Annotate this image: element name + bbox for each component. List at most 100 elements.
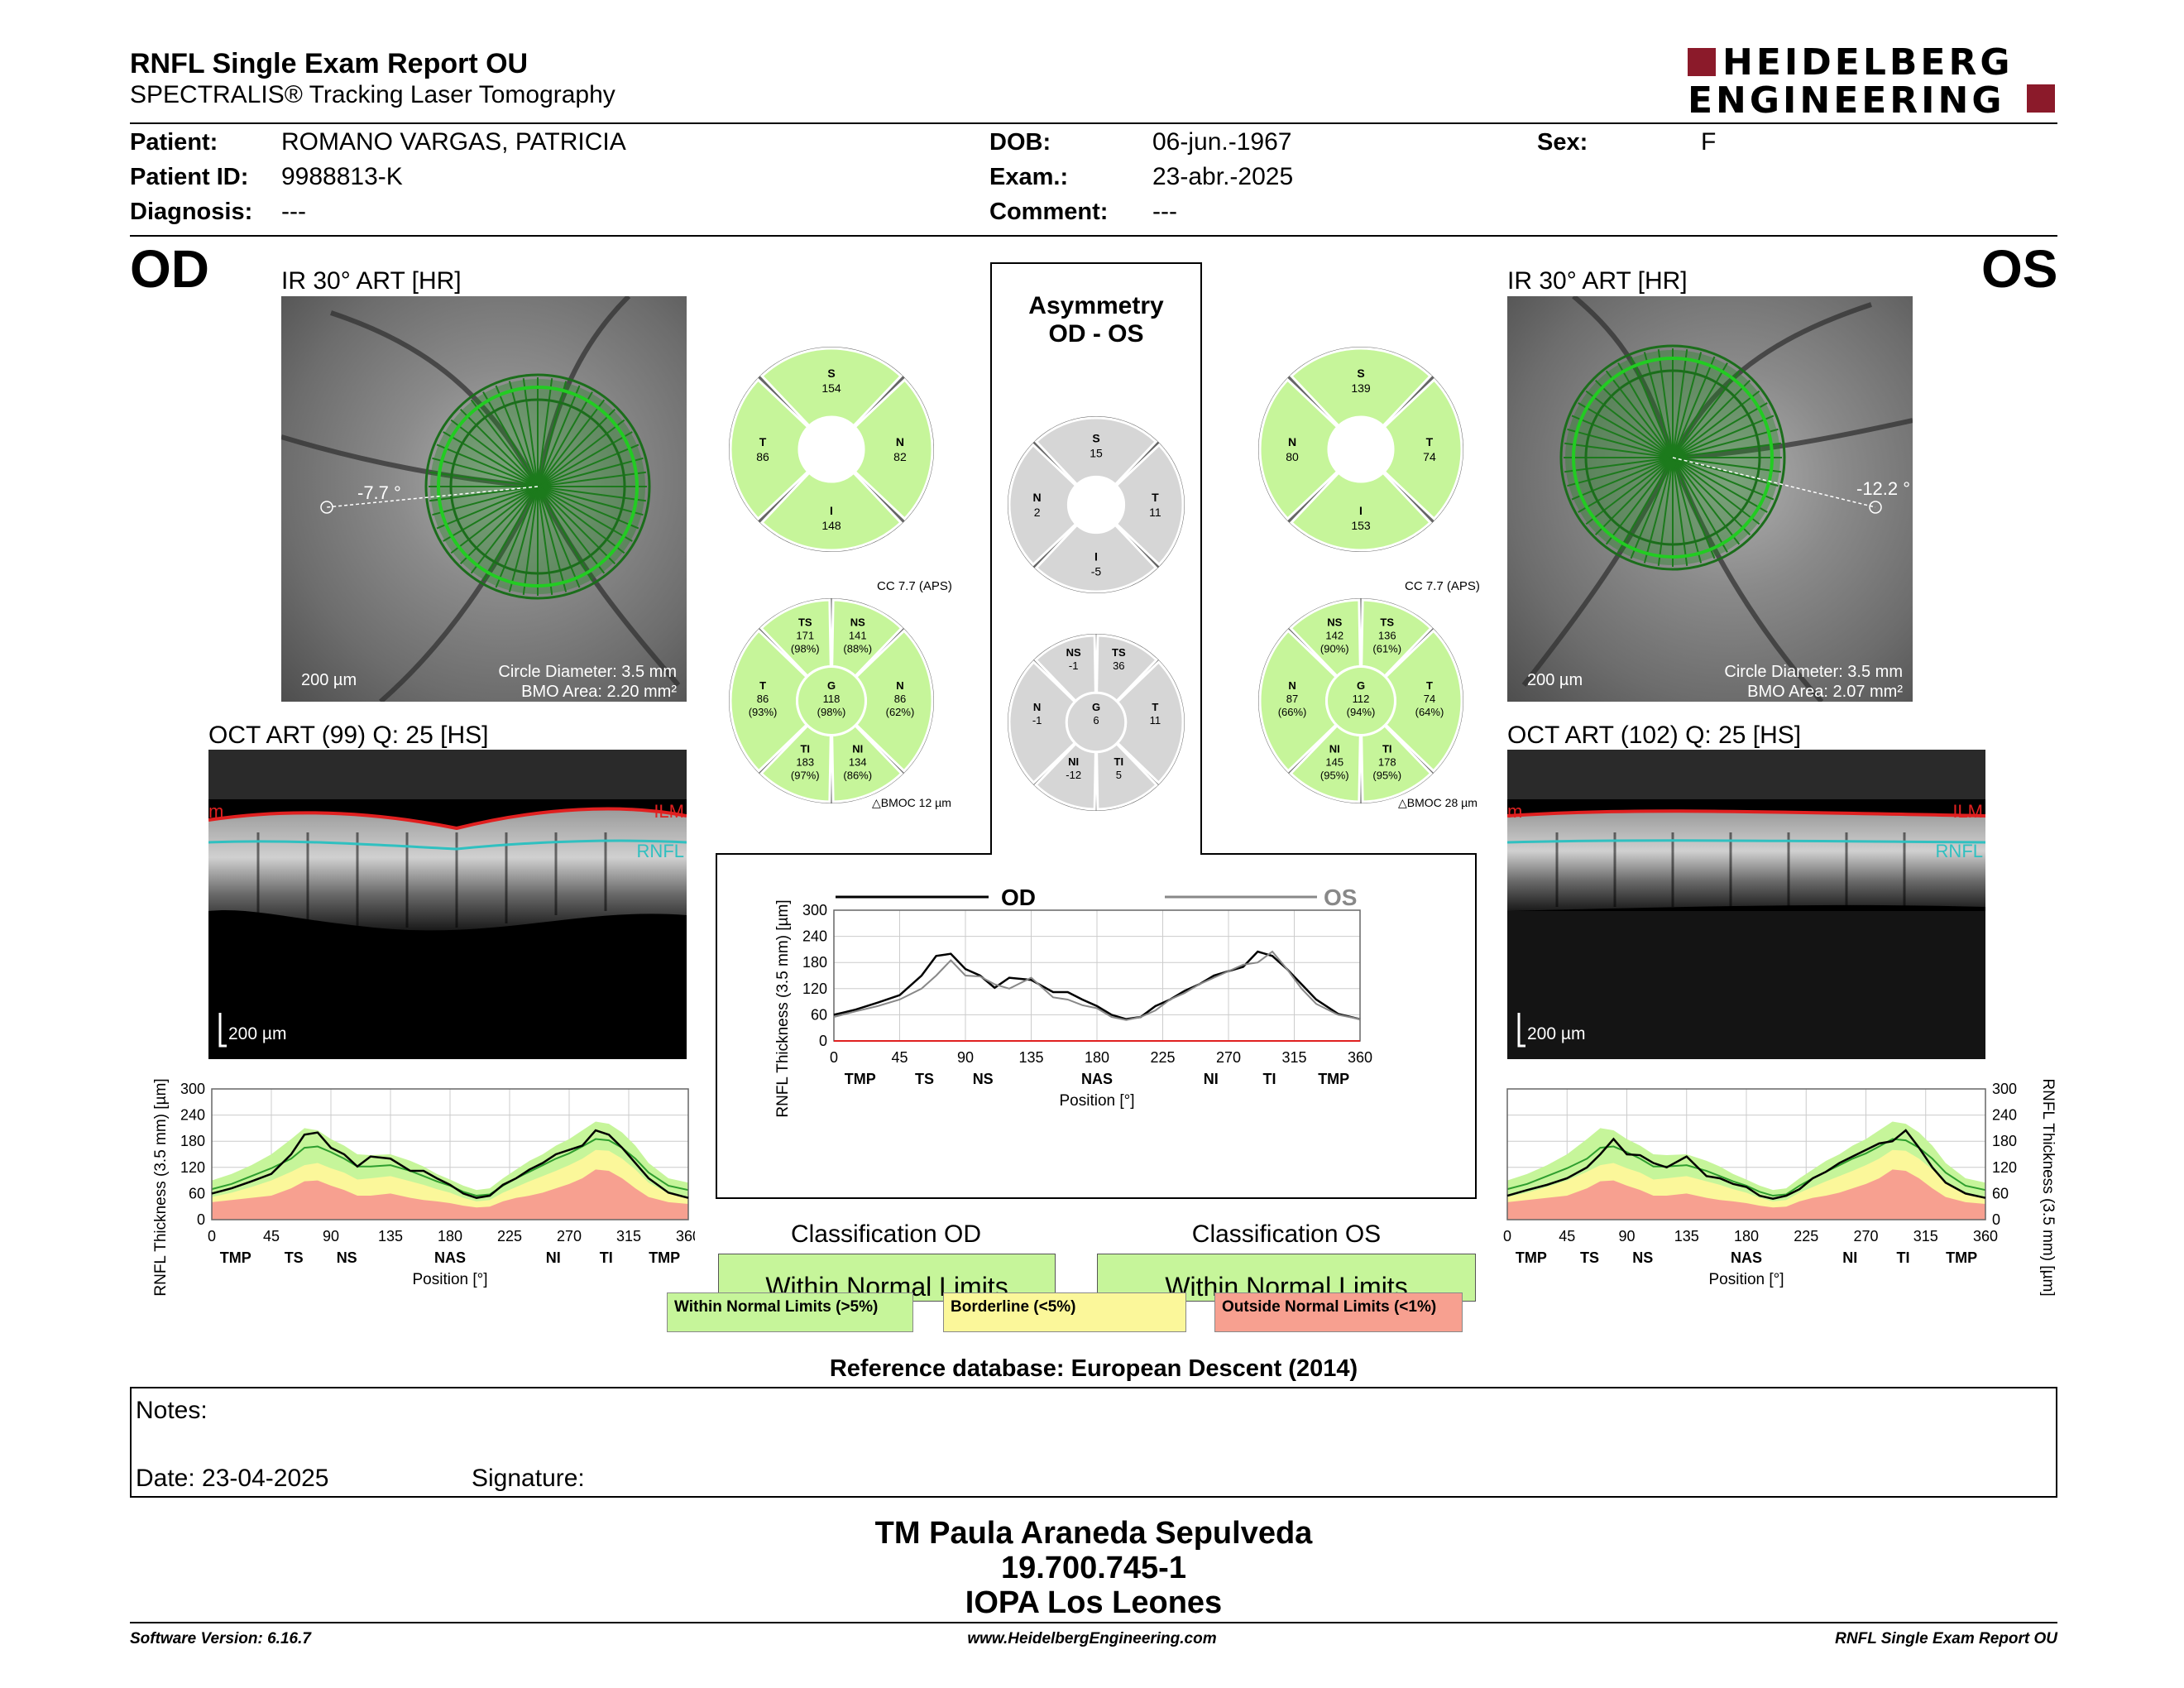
os_profile-ytick: 120 [1992, 1159, 2017, 1176]
od-oct-overlay: m ILM RNFL 200 µm [208, 750, 687, 1048]
od-sector-T-value-0: 86 [757, 693, 769, 705]
signature-block: TM Paula Araneda Sepulveda 19.700.745-1 … [130, 1516, 2057, 1620]
footer-software: Software Version: 6.16.7 [130, 1630, 311, 1647]
report-title: RNFL Single Exam Report OU [130, 48, 529, 79]
od-oct-image[interactable]: m ILM RNFL 200 µm [208, 750, 687, 1059]
od-sector-I-value: 148 [821, 519, 841, 532]
od-sector-T-letter: T [759, 679, 766, 692]
scan-spoke [470, 486, 539, 574]
os-sector-N-value-0: 87 [1286, 693, 1298, 705]
asym_profile-xtick: 180 [1085, 1049, 1109, 1066]
reference-database: Reference database: European Descent (20… [829, 1355, 1358, 1382]
patient-id-label: Patient ID: [130, 164, 249, 190]
od_profile-xtick: 0 [208, 1228, 216, 1244]
asymmetry-profile-chart: 0 60 120 180 240 300 0 45 90 135 180 225 270 315 360 TM… [774, 885, 1372, 1118]
asym-sector-NI-value-0: -12 [1066, 769, 1081, 781]
od-angle: -7.7 ° [357, 482, 401, 503]
os_profile-xtick: 225 [1794, 1228, 1818, 1244]
asym-sector-G[interactable] [1065, 691, 1128, 754]
scan-spoke [537, 486, 553, 596]
od-ilm-label: ILM [654, 801, 684, 822]
asym-sector-I-letter: I [1094, 549, 1098, 563]
scan-spoke [1672, 457, 1716, 559]
notes-box[interactable] [130, 1387, 2057, 1498]
asym_profile-ytick: 240 [802, 928, 827, 945]
scan-spoke [537, 486, 568, 592]
scan-spoke [1672, 402, 1768, 458]
asym_profile-sector-tick-NI: NI [1204, 1071, 1219, 1087]
os_profile-xtick: 315 [1913, 1228, 1938, 1244]
os_profile-sector-tick-NI: NI [1842, 1249, 1857, 1266]
scan-spoke [537, 444, 639, 487]
os-sector-T-value-1: (64%) [1415, 706, 1444, 718]
os-oct-image[interactable]: m ILM RNFL 200 µm [1507, 750, 1985, 1059]
os_profile-ytick: 300 [1992, 1081, 2017, 1097]
brand-line2: ENGINEERING [1688, 79, 2005, 122]
delta-icon: △ [1398, 796, 1407, 809]
scan-spoke [1567, 428, 1674, 458]
os-sector-G[interactable] [1325, 665, 1396, 736]
dob-label: DOB: [989, 129, 1051, 156]
od-quadrant-center [798, 416, 864, 482]
scan-spoke [1672, 457, 1751, 536]
os-sector-N-letter: N [1288, 435, 1296, 448]
asym_profile-sector-tick-NS: NS [973, 1071, 994, 1087]
asym-sector-G-letter: G [1092, 701, 1100, 713]
patient-label: Patient: [130, 129, 218, 156]
scan-spoke [450, 486, 539, 554]
os-classification-title: Classification OS [1191, 1220, 1382, 1248]
notes-label: Notes: [136, 1397, 208, 1424]
scan-spoke [537, 408, 616, 487]
asym-sector-N-letter: N [1033, 491, 1042, 504]
scan-spoke [537, 486, 606, 574]
asym-sector-S[interactable] [1034, 416, 1158, 487]
delta-icon: △ [872, 796, 881, 809]
scan-spoke [537, 457, 644, 487]
od-sector-chart: TS171(98%)NS141(88%)T86(93%)N86(62%)TI18… [729, 598, 934, 803]
od-sector-G[interactable] [796, 665, 867, 736]
os-sector-T-value: 74 [1423, 450, 1436, 463]
od-fundus-image[interactable]: -7.7 ° 200 µm Circle Diameter: 3.5 mm BM… [281, 296, 687, 702]
os_profile-mean-line [1506, 1138, 1986, 1197]
os-bmoc-label: △BMOC 28 µm [1398, 796, 1478, 810]
footer-website[interactable]: www.HeidelbergEngineering.com [967, 1630, 1217, 1647]
os-sector-TS-value-0: 136 [1378, 629, 1396, 641]
os_profile-sector-tick-NAS: NAS [1731, 1249, 1762, 1266]
os-fundus-overlay: -12.2 ° 200 µm Circle Diameter: 3.5 mm B… [1521, 296, 1913, 702]
os-oct-scale: 200 µm [1527, 1024, 1585, 1043]
scan-spoke [1578, 402, 1674, 458]
od-eye-label: OD [130, 239, 209, 299]
od_profile-sector-tick-NS: NS [337, 1249, 357, 1266]
scan-spoke [1564, 442, 1674, 458]
scan-spoke [537, 377, 553, 487]
footer-rule [130, 1622, 2057, 1623]
od-sector-N-value: 82 [893, 450, 907, 463]
asym-sector-I[interactable] [1034, 523, 1158, 593]
scan-spoke [443, 431, 539, 487]
od-fundus-overlay: -7.7 ° 200 µm Circle Diameter: 3.5 mm BM… [281, 296, 681, 702]
asym-sector-T-value: 11 [1149, 506, 1161, 519]
os-sector-TS-letter: TS [1380, 616, 1394, 628]
dob-value: 06-jun.-1967 [1152, 128, 1292, 156]
scan-spoke [432, 457, 539, 487]
os-fundus-image[interactable]: -12.2 ° 200 µm Circle Diameter: 3.5 mm B… [1507, 296, 1913, 702]
patient-name: ROMANO VARGAS, PATRICIA [281, 128, 626, 156]
patient-id: 9988813-K [281, 163, 403, 190]
sex-label: Sex: [1537, 129, 1588, 156]
asym_profile-sector-tick-TI: TI [1262, 1071, 1276, 1087]
od_profile-sector-tick-TMP: TMP [649, 1249, 680, 1266]
od_profile-sector-tick-TMP: TMP [220, 1249, 251, 1266]
scan-spoke [1617, 362, 1674, 458]
header-rule [130, 122, 2057, 124]
scan-spoke [1578, 457, 1674, 513]
os-sector-G-value-1: (94%) [1347, 706, 1376, 718]
scan-spoke [537, 486, 625, 554]
od_profile-ylabel: RNFL Thickness (3.5 mm) [µm] [152, 1078, 170, 1296]
legend-within-normal: Within Normal Limits (>5%) [667, 1292, 913, 1332]
os_profile-band-outside [1507, 1169, 1985, 1220]
exam-value: 23-abr.-2025 [1152, 163, 1294, 190]
od_profile-series-0 [211, 1129, 689, 1199]
od-sector-N-letter: N [896, 679, 903, 692]
